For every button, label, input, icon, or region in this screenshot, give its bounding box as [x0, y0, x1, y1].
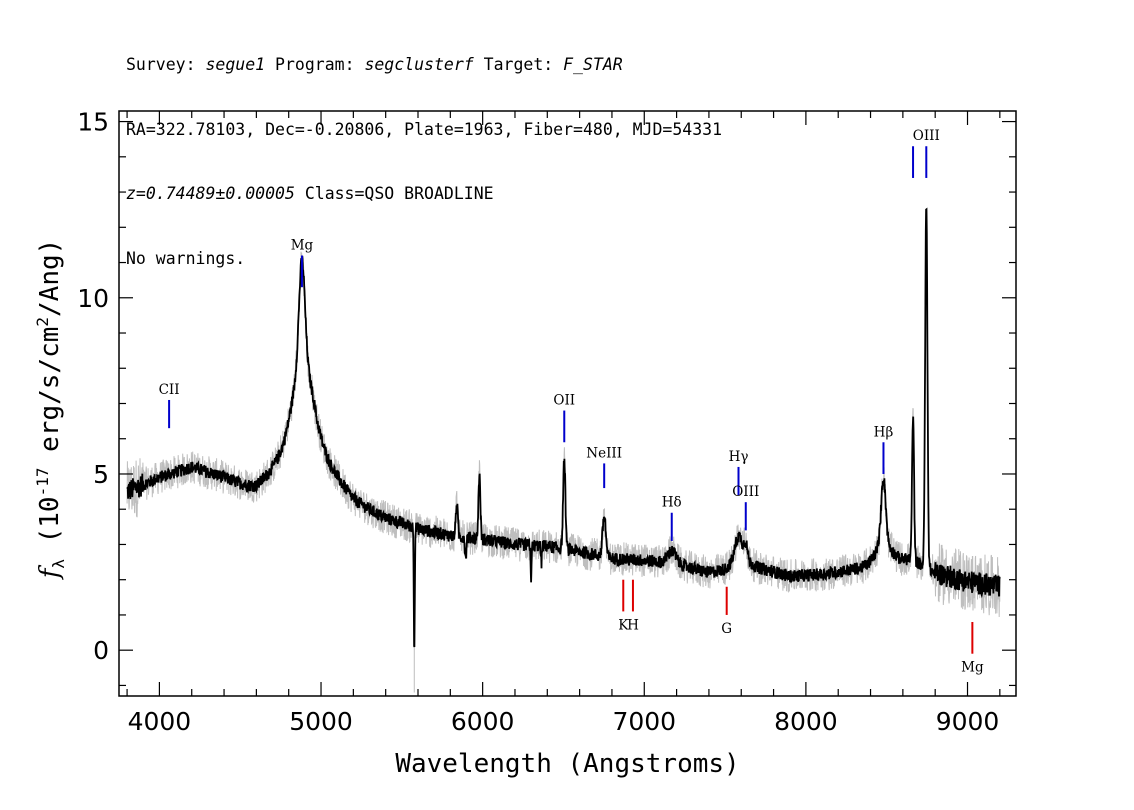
x-axis-title: Wavelength (Angstroms): [395, 749, 739, 779]
emission-line-label: Hβ: [874, 424, 894, 440]
emission-line-label: CII: [159, 382, 180, 398]
y-tick-label: 5: [93, 460, 109, 489]
y-axis-exponent: -17: [33, 468, 52, 497]
emission-line-label: Hδ: [662, 495, 682, 511]
header-line-4: No warnings.: [126, 248, 246, 268]
y-axis-units: /Ang): [35, 239, 65, 317]
header-line-2: RA=322.78103, Dec=-0.20806, Plate=1963, …: [126, 119, 723, 139]
header-line-3: z=0.74489±0.00005 Class=QSO BROADLINE: [126, 183, 722, 205]
axis-tick-labels: 4000 5000 6000 7000 8000 9000 0 5 10 15: [77, 108, 999, 736]
emission-line-label: Hγ: [729, 449, 749, 465]
absorption-line-label: H: [627, 617, 639, 633]
y-axis-subscript: λ: [49, 559, 68, 569]
emission-line-label: NeIII: [586, 445, 622, 461]
axis-ticks: [119, 111, 1016, 696]
header-segment: F_STAR: [563, 55, 623, 74]
y-axis-title: fλ (10-17 erg/s/cm2/Ang): [33, 239, 68, 581]
y-tick-label: 15: [77, 108, 109, 137]
flux-series-line: [126, 207, 1001, 648]
x-tick-label: 8000: [774, 707, 838, 736]
x-tick-label: 5000: [289, 707, 353, 736]
header-segment: Class=QSO BROADLINE: [294, 184, 494, 203]
header-line-1: Survey: segue1 Program: segclusterf Targ…: [126, 54, 722, 76]
error-band-layer: [126, 214, 1001, 693]
emission-line-label: OIII: [913, 128, 940, 144]
x-tick-label: 9000: [936, 707, 1000, 736]
y-tick-label: 0: [93, 636, 109, 665]
y-axis-units: erg/s/cm: [35, 327, 65, 468]
header-segment: segclusterf: [364, 55, 474, 74]
header-segment: segue1: [205, 55, 266, 74]
flux-layer: [126, 207, 1001, 648]
header-segment: Survey:: [126, 55, 206, 74]
x-tick-label: 7000: [612, 707, 676, 736]
spectrum-header: Survey: segue1 Program: segclusterf Targ…: [126, 11, 722, 312]
absorption-line-label: K: [618, 617, 629, 633]
y-axis-exponent: 2: [33, 317, 52, 327]
absorption-line-label: Mg: [961, 660, 984, 676]
y-axis-units: (10: [35, 496, 65, 559]
header-segment: z=0.74489±0.00005: [126, 184, 295, 203]
absorption-line-label: G: [721, 621, 732, 637]
y-tick-label: 10: [77, 284, 109, 313]
header-segment: Target:: [473, 55, 564, 74]
line-markers-layer: CII Mg OII NeIII Hδ Hγ OIII Hβ OIII KH G Mg: [159, 128, 984, 675]
header-segment: Program:: [265, 55, 365, 74]
x-tick-label: 4000: [128, 707, 192, 736]
emission-line-label: OII: [553, 393, 575, 409]
x-tick-label: 6000: [451, 707, 515, 736]
emission-line-label: OIII: [732, 484, 759, 500]
emission-line-label: Mg: [291, 237, 314, 253]
